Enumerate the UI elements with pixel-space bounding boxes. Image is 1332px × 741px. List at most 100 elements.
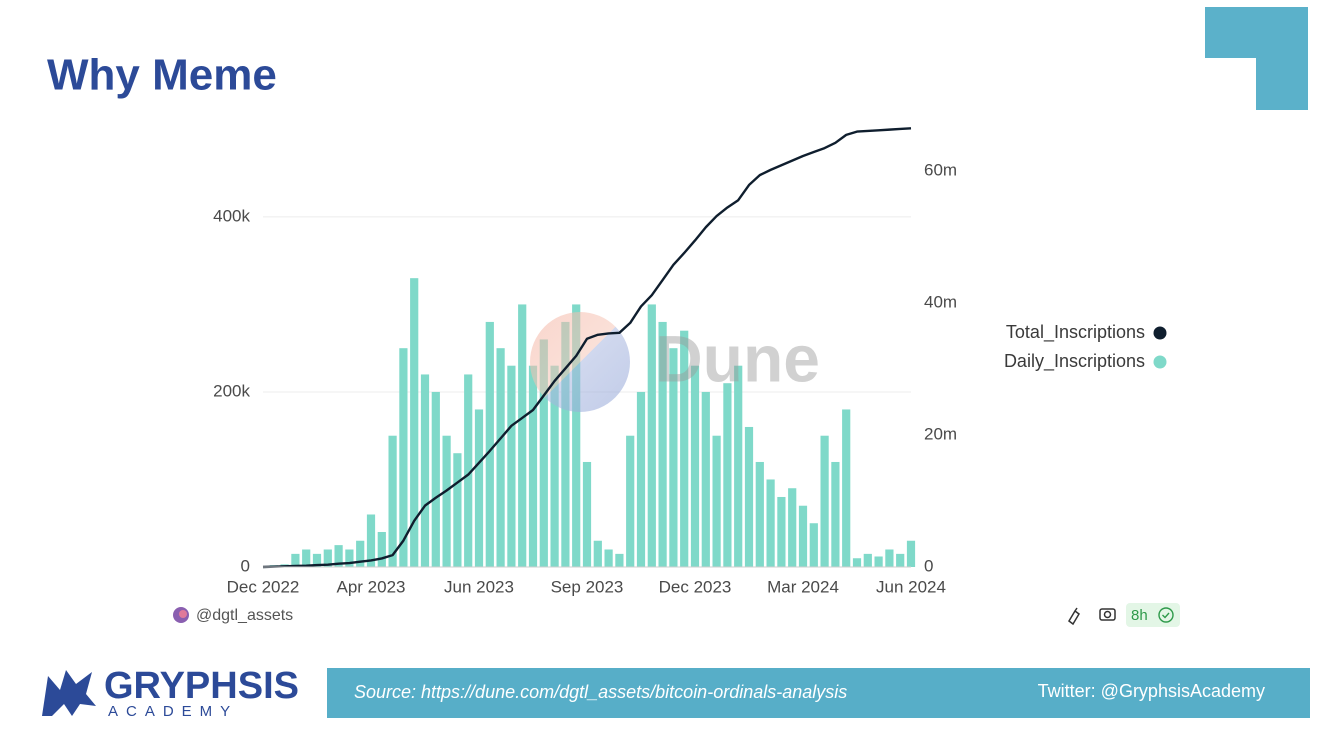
bar xyxy=(863,553,872,567)
chart: 0 200k 400k 0 20m 40m 60m Dec 2022 Apr 2023 Jun 2… xyxy=(213,127,957,596)
bar xyxy=(410,278,419,567)
bar xyxy=(647,304,656,567)
bar xyxy=(420,374,430,567)
check-icon xyxy=(1158,607,1174,623)
bar xyxy=(906,540,916,567)
corner-decoration xyxy=(1205,7,1308,110)
bar xyxy=(345,549,354,567)
bar xyxy=(377,531,386,567)
bar xyxy=(496,348,505,567)
bar xyxy=(809,523,818,567)
bar xyxy=(561,321,570,567)
bar xyxy=(626,435,635,567)
bar xyxy=(842,409,851,567)
bar xyxy=(518,304,527,567)
bar xyxy=(755,461,764,567)
author-avatar-dot xyxy=(179,610,187,618)
camera-lens xyxy=(1103,610,1112,619)
bar xyxy=(852,558,862,567)
bar xyxy=(615,553,624,567)
bar xyxy=(766,479,775,567)
bar xyxy=(302,549,311,567)
bar xyxy=(453,453,462,567)
bar xyxy=(334,545,343,567)
bar xyxy=(312,553,322,567)
bar xyxy=(658,321,667,567)
logo-sub: ACADEMY xyxy=(108,703,238,720)
bar xyxy=(356,540,365,567)
bar xyxy=(593,540,602,567)
bar xyxy=(734,365,743,567)
bar xyxy=(442,435,451,567)
line xyxy=(262,127,912,569)
bar xyxy=(636,391,646,567)
author: @dgtl_assets xyxy=(196,607,293,624)
bar xyxy=(669,348,678,567)
bar xyxy=(399,348,408,567)
legend-label: Daily_Inscriptions xyxy=(1004,351,1145,372)
legend-swatch xyxy=(1153,355,1167,369)
bar xyxy=(788,488,797,567)
bar xyxy=(323,549,332,567)
slide-title: Why Meme xyxy=(47,51,277,100)
bar xyxy=(690,365,700,567)
x-tick-label: Jun 2023 xyxy=(444,577,514,596)
watermark-logo xyxy=(530,312,630,412)
bar xyxy=(388,435,397,567)
bar xyxy=(291,553,300,567)
watermark: Dune xyxy=(655,321,820,395)
twitter[interactable]: Twitter: @GryphsisAcademy xyxy=(1038,681,1265,701)
x-tick-label: Dec 2022 xyxy=(227,577,300,596)
bar xyxy=(896,553,905,567)
bar xyxy=(431,391,440,567)
toolbar xyxy=(1068,607,1116,626)
x-tick-label: Dec 2023 xyxy=(659,577,732,596)
bar xyxy=(474,409,484,567)
freshness: 8h xyxy=(1131,607,1148,624)
x-tick-label: Mar 2024 xyxy=(767,577,839,596)
bar xyxy=(744,426,754,567)
legend-label: Total_Inscriptions xyxy=(1006,322,1145,343)
bar xyxy=(885,549,894,567)
bar xyxy=(539,339,548,567)
fork-icon[interactable] xyxy=(1068,607,1080,626)
bar xyxy=(485,321,494,567)
bar xyxy=(572,304,581,567)
y2-tick-label: 0 xyxy=(924,556,933,575)
bar xyxy=(528,365,538,567)
bar xyxy=(582,461,592,567)
bar xyxy=(366,514,376,567)
bar xyxy=(550,365,559,567)
bar xyxy=(604,549,613,567)
logo-icon xyxy=(42,670,96,716)
source[interactable]: Source: https://dune.com/dgtl_assets/bit… xyxy=(354,682,847,702)
bar xyxy=(798,505,808,567)
bar xyxy=(680,330,689,567)
legend-swatch xyxy=(1153,326,1167,340)
footer-bar xyxy=(327,668,1310,718)
bar xyxy=(464,374,473,567)
x-tick-label: Jun 2024 xyxy=(876,577,946,596)
x-tick-label: Apr 2023 xyxy=(337,577,406,596)
logo: GRYPHSIS ACADEMY xyxy=(42,665,299,720)
bar xyxy=(723,383,732,567)
bar xyxy=(874,556,883,567)
bar xyxy=(701,391,710,567)
y-tick-label: 200k xyxy=(213,381,250,400)
y2-tick-label: 60m xyxy=(924,161,957,180)
logo-name: GRYPHSIS xyxy=(104,665,299,707)
bar xyxy=(712,435,721,567)
x-tick-label: Sep 2023 xyxy=(551,577,624,596)
y-tick-label: 400k xyxy=(213,206,250,225)
y2-tick-label: 40m xyxy=(924,293,957,312)
y2-tick-label: 20m xyxy=(924,425,957,444)
bar xyxy=(831,461,840,567)
bar xyxy=(507,365,516,567)
y-tick-label: 0 xyxy=(241,556,250,575)
freshness-badge xyxy=(1126,603,1180,627)
bar xyxy=(820,435,829,567)
bar xyxy=(777,496,786,567)
camera-icon[interactable] xyxy=(1099,608,1116,621)
